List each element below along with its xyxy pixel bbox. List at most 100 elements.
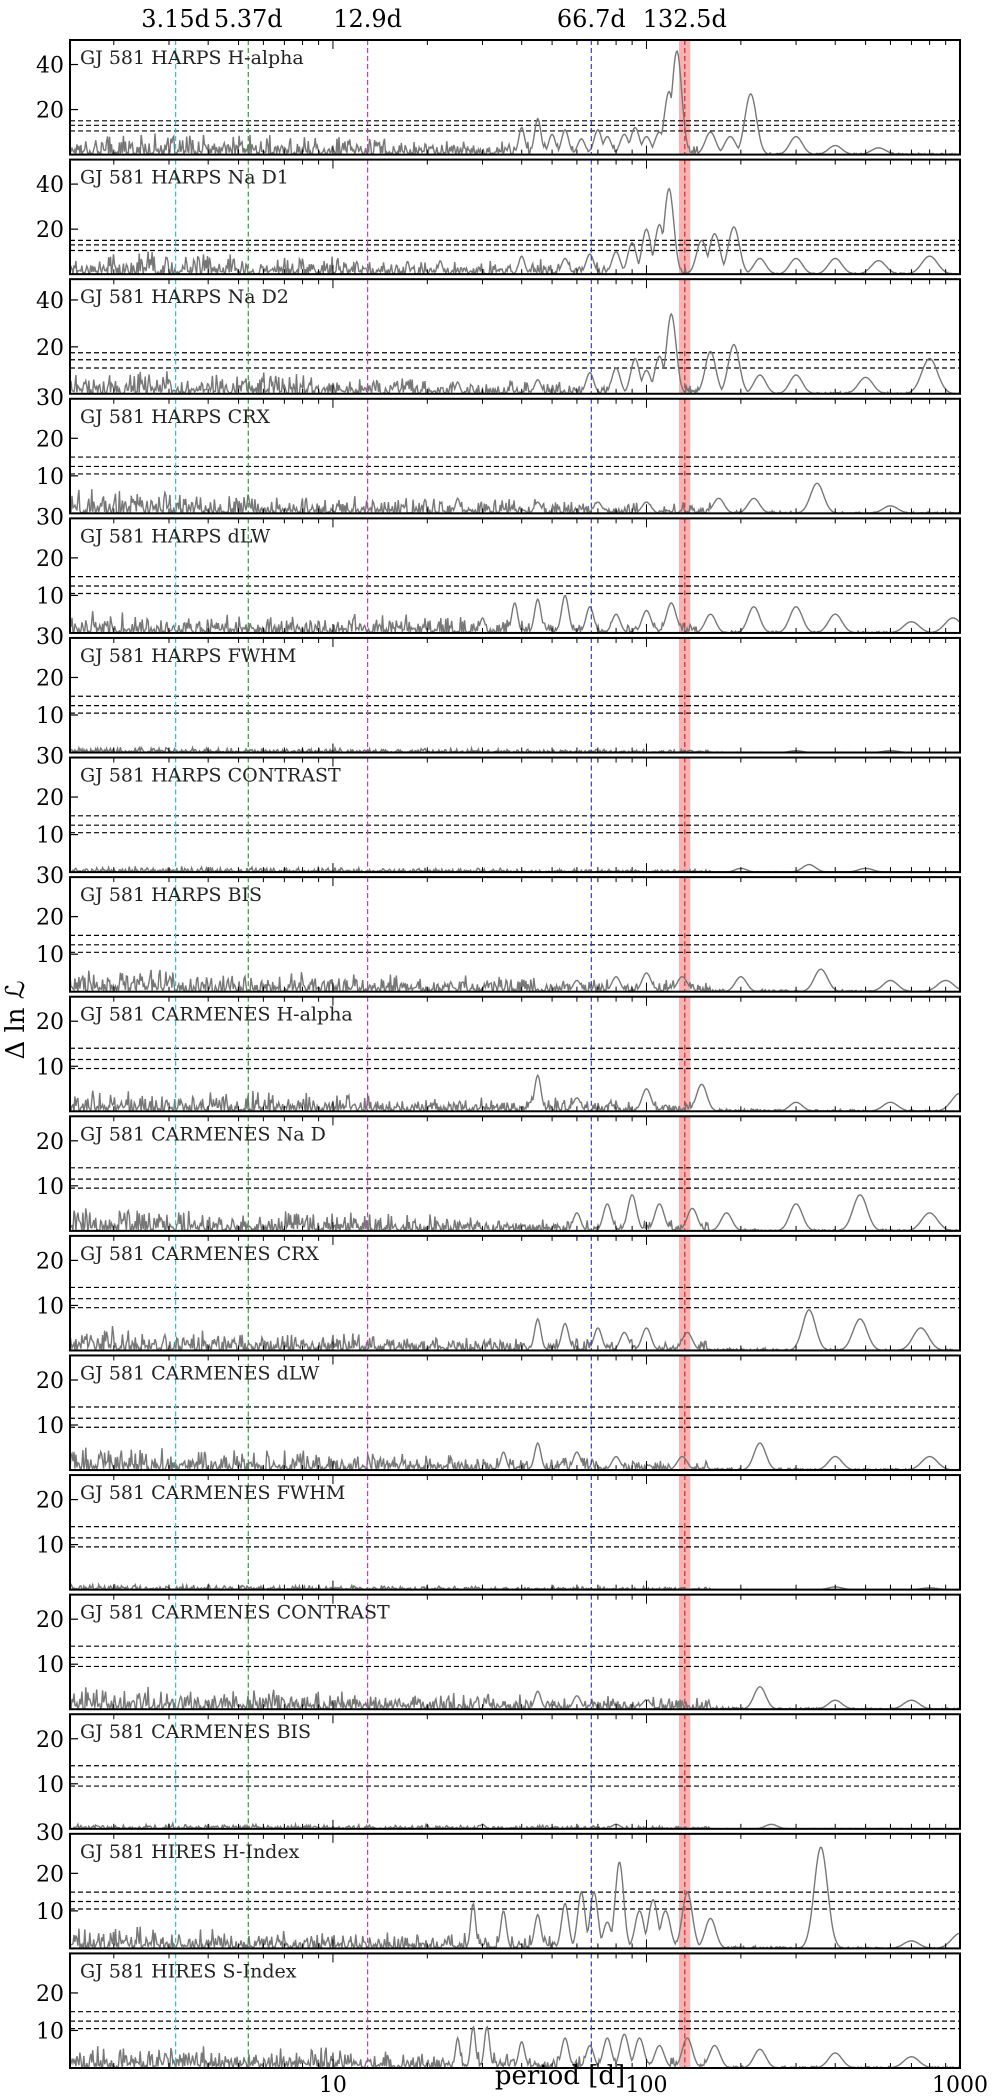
- panel-label: GJ 581 HARPS Na D1: [80, 167, 289, 189]
- panel-11: 10 20 GJ 581 CARMENES dLW: [36, 1354, 961, 1472]
- panel-7: 10 20 30 GJ 581 HARPS BIS: [36, 864, 961, 993]
- panel-label: GJ 581 HARPS dLW: [80, 525, 271, 547]
- y-tick-label: 20: [36, 906, 64, 931]
- y-tick-label: 10: [36, 2019, 64, 2044]
- periodogram-curve: [70, 1194, 960, 1231]
- y-tick-label: 20: [36, 1369, 64, 1394]
- y-tick-label: 10: [36, 1175, 64, 1200]
- panel-frame: [69, 517, 961, 634]
- period-label-3-15d: 3.15d: [141, 5, 210, 33]
- y-tick-label: 20: [36, 547, 64, 572]
- y-tick-label: 30: [36, 625, 64, 650]
- y-tick-label: 20: [36, 1728, 64, 1753]
- panel-16: 10 20 GJ 581 HIRES S-Index: [36, 1952, 961, 2069]
- y-tick-label: 20: [36, 427, 64, 452]
- periodogram-curve: [70, 1073, 960, 1112]
- panel-5: 10 20 30 GJ 581 HARPS FWHM: [36, 625, 961, 754]
- y-tick-label: 20: [36, 336, 64, 361]
- panel-frame: [69, 1354, 961, 1472]
- panel-frame: [69, 876, 961, 993]
- y-tick-label: 10: [36, 704, 64, 729]
- periodogram-curve: [70, 312, 960, 394]
- panel-label: GJ 581 HARPS Na D2: [80, 286, 289, 308]
- periodogram-curve: [70, 1441, 960, 1471]
- panel-1: 20 40 GJ 581 HARPS Na D1: [36, 158, 961, 276]
- panel-14: 10 20 GJ 581 CARMENES BIS: [36, 1713, 961, 1830]
- y-tick-label: 20: [36, 1010, 64, 1035]
- y-tick-label: 20: [36, 786, 64, 811]
- panel-15: 10 20 30 GJ 581 HIRES H-Index: [36, 1821, 961, 1950]
- y-tick-label: 10: [36, 1773, 64, 1798]
- periodogram-curve: [70, 968, 960, 992]
- panel-label: GJ 581 HIRES H-Index: [80, 1841, 300, 1863]
- y-tick-label: 10: [36, 1294, 64, 1319]
- panel-0: 20 40 GJ 581 HARPS H-alpha: [36, 39, 961, 156]
- y-tick-label: 10: [36, 1414, 64, 1439]
- x-axis: 10 100 1000: [319, 2073, 988, 2097]
- panel-12: 10 20 GJ 581 CARMENES FWHM: [36, 1474, 961, 1591]
- panel-frame: [69, 278, 961, 395]
- periodogram-curve: [70, 1309, 960, 1351]
- periodogram-curve: [70, 187, 960, 275]
- x-axis-title: period [d]: [495, 2061, 625, 2091]
- panel-2: 20 40 GJ 581 HARPS Na D2: [36, 278, 961, 395]
- y-tick-label: 20: [36, 666, 64, 691]
- panel-frame: [69, 636, 961, 754]
- periodogram-curve: [70, 2025, 960, 2068]
- y-tick-label: 20: [36, 1608, 64, 1633]
- y-tick-label: 10: [36, 943, 64, 968]
- y-tick-label: 40: [36, 173, 64, 198]
- y-tick-label: 40: [36, 289, 64, 314]
- y-tick-label: 10: [36, 1534, 64, 1559]
- panel-label: GJ 581 CARMENES Na D: [80, 1123, 326, 1145]
- y-tick-label: 10: [36, 584, 64, 609]
- panel-10: 10 20 GJ 581 CARMENES CRX: [36, 1234, 961, 1352]
- y-tick-label: 30: [36, 1821, 64, 1846]
- y-tick-label: 20: [36, 1249, 64, 1274]
- y-tick-label: 40: [36, 54, 64, 79]
- y-tick-label: 30: [36, 505, 64, 530]
- panel-frame: [69, 995, 961, 1113]
- y-tick-label: 30: [36, 864, 64, 889]
- y-tick-label: 10: [36, 1900, 64, 1925]
- y-tick-label: 20: [36, 1130, 64, 1155]
- period-label-66-7d: 66.7d: [557, 5, 626, 33]
- panel-frame: [69, 1832, 961, 1950]
- panel-label: GJ 581 HARPS FWHM: [80, 645, 296, 667]
- panel-9: 10 20 GJ 581 CARMENES Na D: [36, 1115, 961, 1232]
- periodogram-panels: 20 40 GJ 581 HARPS H-alpha 20 40 GJ 581 HARPS…: [36, 39, 961, 2069]
- panel-label: GJ 581 HARPS BIS: [80, 884, 262, 906]
- period-label-5-37d: 5.37d: [214, 5, 283, 33]
- periodogram-curve: [70, 863, 960, 873]
- panel-4: 10 20 30 GJ 581 HARPS dLW: [36, 505, 961, 634]
- marked-period-labels: 3.15d 5.37d 12.9d 66.7d 132.5d: [141, 5, 727, 33]
- x-tick-label: 1000: [932, 2073, 988, 2097]
- panel-6: 10 20 30 GJ 581 HARPS CONTRAST: [36, 745, 961, 874]
- periodogram-curve: [70, 482, 960, 514]
- panel-frame: [69, 158, 961, 276]
- y-tick-label: 10: [36, 465, 64, 490]
- panel-frame: [69, 1234, 961, 1352]
- panel-13: 10 20 GJ 581 CARMENES CONTRAST: [36, 1593, 961, 1711]
- panel-label: GJ 581 HARPS CRX: [80, 406, 270, 428]
- panel-8: 10 20 GJ 581 CARMENES H-alpha: [36, 995, 961, 1113]
- panel-label: GJ 581 CARMENES dLW: [80, 1362, 320, 1384]
- x-tick-label: 100: [625, 2073, 667, 2097]
- y-tick-label: 20: [36, 1862, 64, 1887]
- panel-label: GJ 581 HARPS CONTRAST: [80, 765, 341, 787]
- panel-frame: [69, 1115, 961, 1232]
- panel-label: GJ 581 HIRES S-Index: [80, 1960, 297, 1982]
- y-tick-label: 10: [36, 1653, 64, 1678]
- panel-label: GJ 581 CARMENES CRX: [80, 1243, 319, 1265]
- periodogram-curve: [70, 594, 960, 633]
- panel-label: GJ 581 HARPS H-alpha: [80, 47, 304, 69]
- periodogram-curve: [70, 1686, 960, 1710]
- y-tick-label: 20: [36, 99, 64, 124]
- y-tick-label: 20: [36, 1489, 64, 1514]
- x-tick-label: 10: [319, 2073, 347, 2097]
- panel-label: GJ 581 CARMENES H-alpha: [80, 1004, 353, 1026]
- panel-label: GJ 581 CARMENES FWHM: [80, 1482, 345, 1504]
- y-axis-title: Δ ln ℒ: [1, 980, 31, 1059]
- panel-frame: [69, 1593, 961, 1711]
- period-label-12-9d: 12.9d: [333, 5, 402, 33]
